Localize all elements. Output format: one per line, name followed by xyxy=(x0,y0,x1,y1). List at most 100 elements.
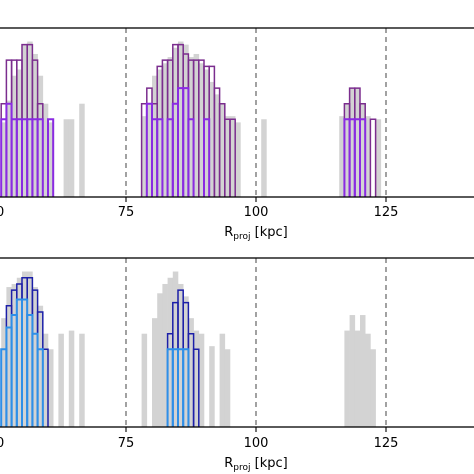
hist-bar xyxy=(188,57,194,198)
hist-bar xyxy=(37,75,44,197)
hist-bar xyxy=(339,116,345,197)
hist-bar xyxy=(183,296,189,427)
hist-bar xyxy=(22,44,28,197)
hist-bar xyxy=(157,293,163,427)
hist-bar xyxy=(193,330,200,427)
hist-bar xyxy=(365,333,371,427)
x-tick-label: 125 xyxy=(374,205,399,220)
hist-bar xyxy=(32,53,38,197)
hist-bar xyxy=(11,283,18,427)
series-2-step-hist xyxy=(0,87,367,197)
hist-step xyxy=(203,118,211,197)
hist-bar xyxy=(214,94,220,197)
series-2-step-hist xyxy=(0,298,190,427)
hist-bar xyxy=(6,287,12,427)
x-tick-label: 125 xyxy=(374,436,399,451)
x-tick-label: 100 xyxy=(244,436,269,451)
hist-bar xyxy=(48,122,54,197)
x-tick-label: 50 xyxy=(0,436,4,451)
hist-bar xyxy=(219,103,226,197)
hist-step xyxy=(36,118,44,197)
hist-bar xyxy=(146,103,153,197)
hist-bar xyxy=(198,333,205,427)
hist-step xyxy=(369,118,377,197)
hist-bar xyxy=(261,119,267,197)
hist-bar xyxy=(349,315,356,427)
hist-bar xyxy=(183,44,189,197)
hist-bar xyxy=(354,330,361,427)
hist-step xyxy=(36,348,44,427)
hist-bar xyxy=(375,119,382,197)
x-axis-label-main: R xyxy=(224,456,233,471)
hist-bar xyxy=(204,69,210,197)
hist-bar xyxy=(209,81,215,197)
hist-bar xyxy=(63,119,70,197)
hist-bar xyxy=(167,57,174,198)
hist-bar xyxy=(42,333,49,427)
hist-step xyxy=(229,118,236,197)
hist-bar xyxy=(360,315,366,427)
x-axis-label-unit: [kpc] xyxy=(251,456,288,471)
hist-bar xyxy=(167,277,174,427)
x-axis-label-main: R xyxy=(224,225,233,240)
hist-bar xyxy=(37,305,44,427)
hist-bar xyxy=(178,283,184,427)
hist-bar xyxy=(188,318,194,427)
hist-step xyxy=(182,348,190,427)
hist-bar xyxy=(48,349,54,427)
hist-bar xyxy=(193,53,200,197)
hist-bar xyxy=(6,100,12,197)
hist-bar xyxy=(344,330,350,427)
x-axis-label-subscript: proj xyxy=(233,463,250,473)
series-0-filled-hist xyxy=(1,41,382,198)
hist-bar xyxy=(162,283,168,427)
x-tick-label: 50 xyxy=(0,205,4,220)
hist-bar xyxy=(42,103,49,197)
hist-bar xyxy=(360,103,366,197)
hist-bar xyxy=(370,349,376,427)
x-axis-label: Rproj [kpc] xyxy=(224,225,288,242)
hist-bar xyxy=(1,318,7,427)
hist-bar xyxy=(349,88,356,197)
hist-bar xyxy=(16,69,23,197)
x-tick-label: 75 xyxy=(118,205,135,220)
hist-bar xyxy=(16,277,23,427)
hist-bar xyxy=(344,103,350,197)
hist-bar xyxy=(224,116,231,197)
hist-bar xyxy=(365,116,371,197)
x-axis-label-unit: [kpc] xyxy=(251,225,288,240)
hist-bar xyxy=(1,122,7,197)
hist-bar xyxy=(79,333,85,427)
hist-step xyxy=(156,118,164,197)
hist-bar xyxy=(22,271,28,427)
x-axis-label-subscript: proj xyxy=(233,232,250,242)
hist-bar xyxy=(178,41,184,197)
hist-bar xyxy=(198,63,205,197)
hist-bar xyxy=(27,271,33,427)
hist-bar xyxy=(11,75,18,197)
hist-bar xyxy=(219,333,226,427)
hist-bar xyxy=(162,63,168,197)
hist-step xyxy=(359,118,367,197)
hist-bar xyxy=(152,75,158,197)
axes-frame xyxy=(0,27,474,198)
top-panel: 50 75 100 125 Rproj [kpc] xyxy=(0,27,474,242)
bottom-panel: 50 75 100 125 Rproj [kpc] xyxy=(0,257,474,473)
hist-bar xyxy=(152,318,158,427)
hist-bar xyxy=(68,330,75,427)
hist-bar xyxy=(68,119,75,197)
hist-bar xyxy=(354,88,361,197)
hist-bar xyxy=(224,349,231,427)
axes-frame xyxy=(0,257,474,428)
hist-bar xyxy=(235,122,241,197)
hist-bar xyxy=(209,346,215,427)
hist-bar xyxy=(141,333,148,427)
hist-bar xyxy=(32,287,38,427)
hist-step xyxy=(192,348,200,427)
hist-bar xyxy=(157,69,163,197)
x-axis-label: Rproj [kpc] xyxy=(224,456,288,473)
hist-step xyxy=(47,118,55,197)
x-tick-label: 75 xyxy=(118,436,135,451)
hist-bar xyxy=(172,47,179,198)
